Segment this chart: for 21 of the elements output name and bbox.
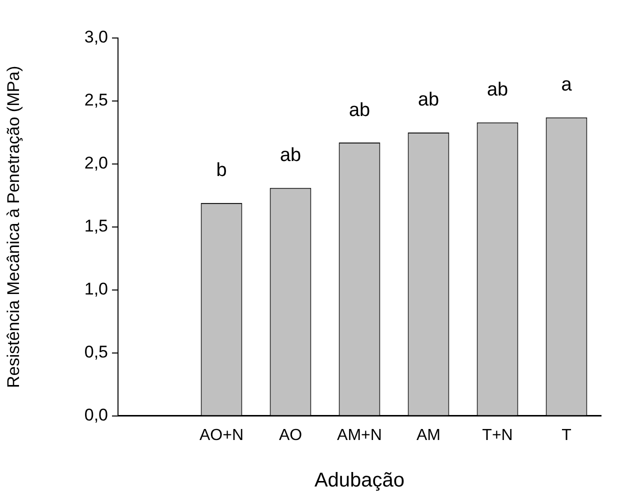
annotation: ab — [348, 100, 370, 121]
y-axis-title: Resistência Mecânica à Penetração (MPa) — [4, 66, 23, 388]
x-tick-label: AO — [278, 426, 302, 444]
annotation: ab — [280, 145, 302, 166]
y-tick-label: 0,5 — [84, 342, 108, 362]
annotation: ab — [418, 90, 440, 111]
x-tick-label: T — [562, 426, 572, 444]
y-tick-label: 1,5 — [84, 216, 108, 236]
annotation: b — [216, 160, 227, 182]
y-tick-label: 2,0 — [84, 154, 108, 173]
y-tick-label: 0,0 — [84, 405, 108, 424]
x-tick-label: AM+N — [337, 426, 382, 444]
y-tick-label: 1,0 — [84, 280, 108, 299]
x-tick-label: T+N — [482, 426, 513, 444]
y-tick-label: 3,0 — [84, 28, 108, 47]
x-tick-label: AO+N — [199, 426, 244, 444]
y-tick-label: 2,5 — [84, 90, 108, 110]
annotation: ab — [486, 80, 508, 101]
x-axis-title: Adubação — [314, 470, 405, 492]
x-tick-label: AM — [416, 426, 440, 444]
annotation: a — [561, 74, 572, 96]
